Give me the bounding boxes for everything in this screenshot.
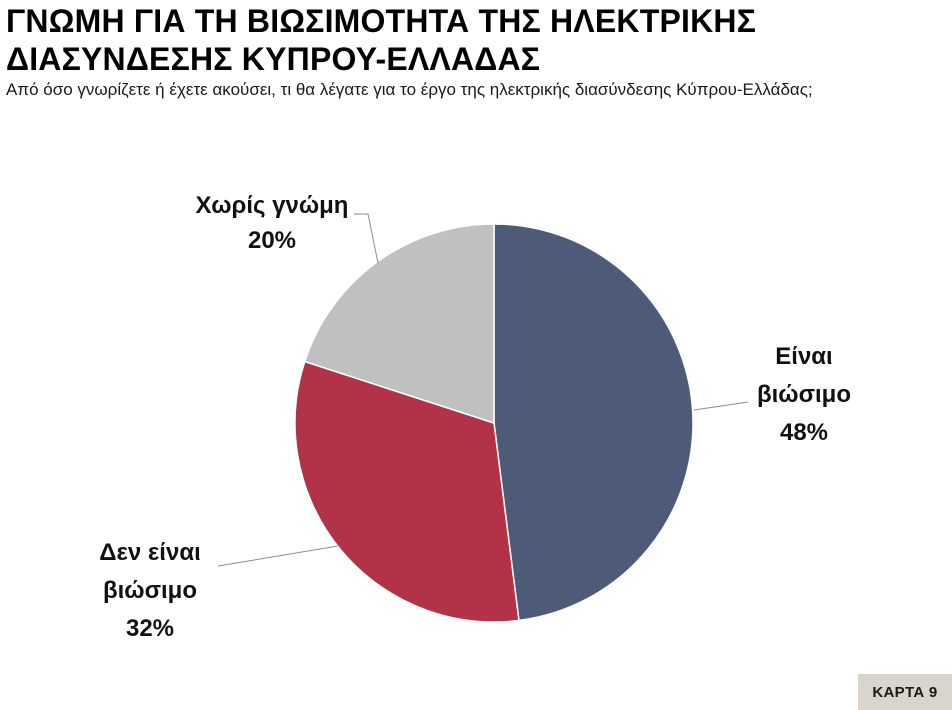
pie-slice-1: [493, 223, 694, 622]
slice-label-1-line-3: 48%: [780, 419, 828, 446]
page-title-line-2: ΔΙΑΣΥΝΔΕΣΗΣ ΚΥΠΡΟΥ-ΕΛΛΑΔΑΣ: [6, 41, 541, 77]
leader-line-2: [217, 545, 339, 567]
slice-label-1-line-1: Είναι: [775, 343, 832, 370]
page-title: ΓΝΩΜΗ ΓΙΑ ΤΗ ΒΙΩΣΙΜΟΤΗΤΑ ΤΗΣ ΗΛΕΚΤΡΙΚΗΣ …: [6, 2, 946, 78]
pie-slice-3: [303, 223, 495, 425]
slice-label-1-line-2: βιώσιμο: [757, 381, 851, 408]
pie-slices: [294, 223, 694, 623]
leader-line-1: [693, 401, 749, 411]
slice-label-2-line-1: Δεν είναι: [99, 539, 200, 566]
slice-labels: Είναι βιώσιμο 48% Δεν είναι βιώσιμο 32% Χωρίς …: [99, 192, 851, 642]
card-number-badge: ΚΑΡΤΑ 9: [858, 674, 952, 710]
survey-question: Από όσο γνωρίζετε ή έχετε ακούσει, τι θα…: [6, 80, 813, 99]
leader-lines: [217, 213, 749, 567]
leader-line-3: [354, 213, 379, 264]
page-title-line-1: ΓΝΩΜΗ ΓΙΑ ΤΗ ΒΙΩΣΙΜΟΤΗΤΑ ΤΗΣ ΗΛΕΚΤΡΙΚΗΣ: [6, 3, 757, 39]
slice-label-2-line-2: βιώσιμο: [103, 577, 197, 604]
slice-label-2-line-3: 32%: [126, 615, 174, 642]
pie-slice-2: [294, 360, 520, 623]
slice-label-3-line-2: 20%: [248, 227, 296, 254]
slice-label-3-line-1: Χωρίς γνώμη: [196, 192, 349, 219]
